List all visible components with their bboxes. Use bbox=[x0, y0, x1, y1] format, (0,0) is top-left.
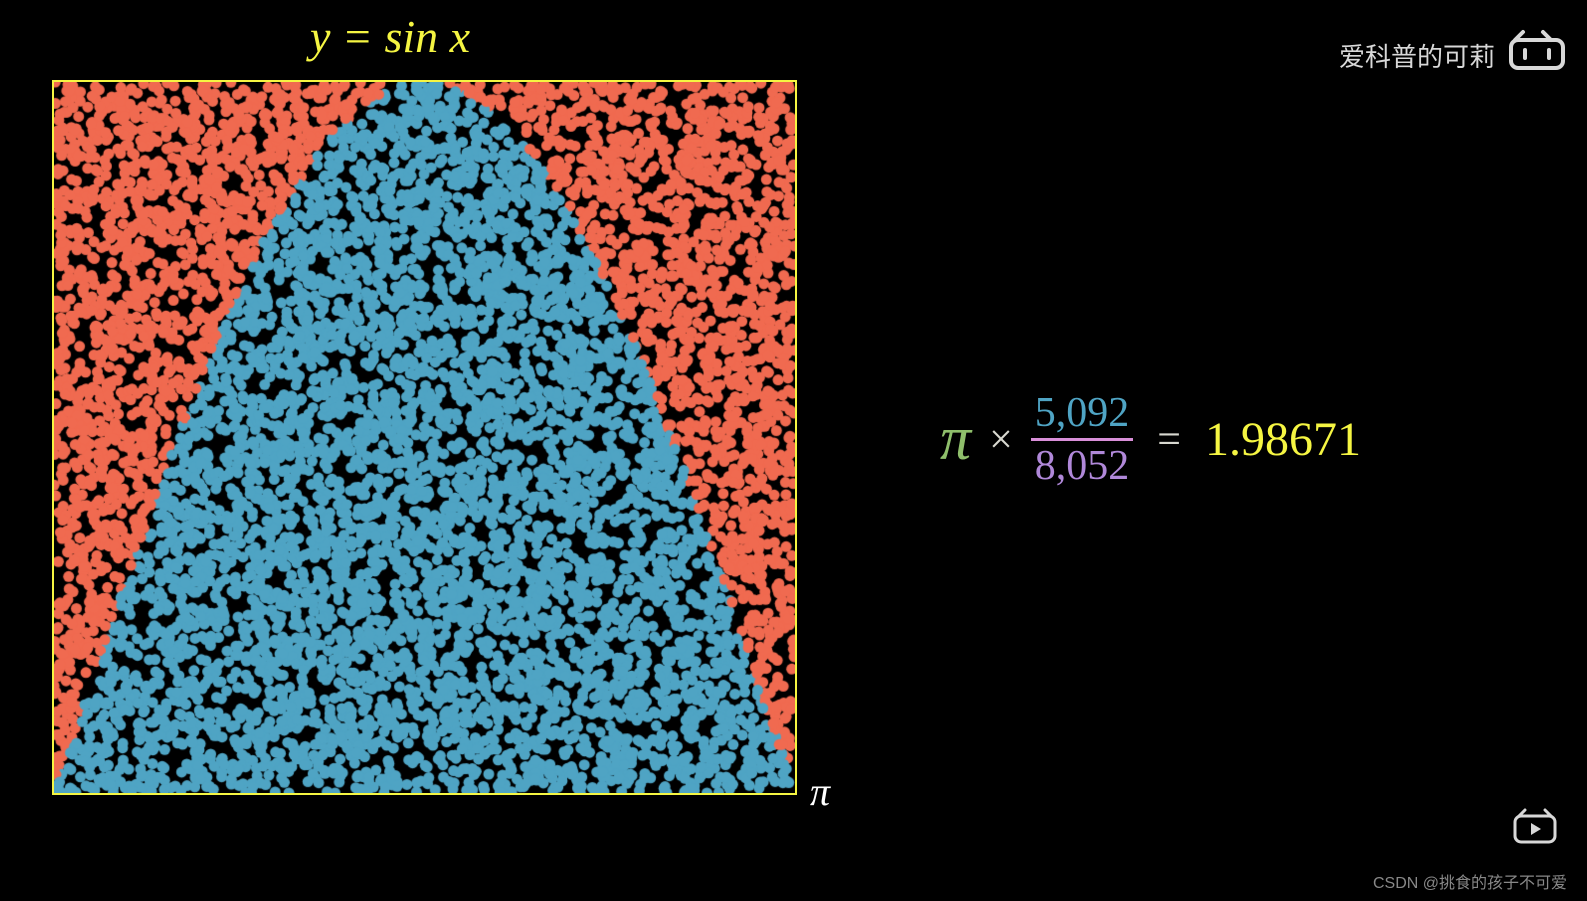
equation-title: y = sin x bbox=[310, 10, 470, 63]
scatter-canvas bbox=[54, 82, 795, 793]
bilibili-logo-icon bbox=[1505, 28, 1569, 82]
numerator: 5,092 bbox=[1031, 390, 1134, 438]
fraction: 5,092 8,052 bbox=[1031, 390, 1134, 489]
denominator: 8,052 bbox=[1031, 441, 1134, 489]
result-value: 1.98671 bbox=[1205, 412, 1361, 467]
formula-row: π × 5,092 8,052 = 1.98671 bbox=[940, 390, 1361, 489]
pi-symbol: π bbox=[940, 404, 971, 475]
title-text: y = sin x bbox=[310, 11, 470, 62]
monte-carlo-plot bbox=[52, 80, 797, 795]
channel-name: 爱科普的可莉 bbox=[1339, 37, 1495, 74]
play-icon[interactable] bbox=[1511, 808, 1559, 851]
x-axis-pi-label: π bbox=[810, 768, 830, 815]
top-watermark: 爱科普的可莉 bbox=[1339, 28, 1569, 82]
csdn-watermark: CSDN @挑食的孩子不可爱 bbox=[1373, 869, 1567, 893]
equals-symbol: = bbox=[1157, 416, 1181, 464]
times-symbol: × bbox=[989, 416, 1013, 464]
